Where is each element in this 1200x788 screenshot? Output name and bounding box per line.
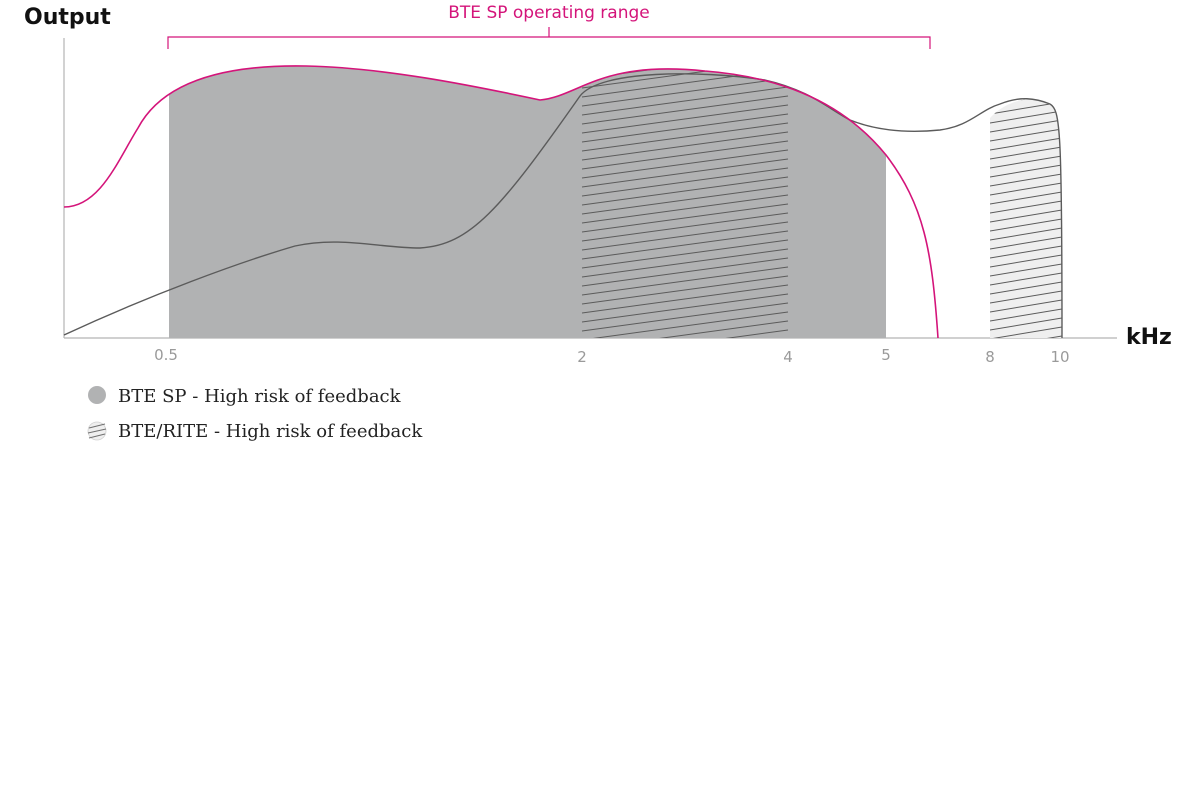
hatch-line [581, 212, 789, 242]
hatch-line [990, 263, 1062, 277]
hatch-line [581, 131, 789, 161]
hatch-line [990, 182, 1062, 196]
hatch-line [990, 254, 1062, 268]
hatch-line [581, 167, 789, 197]
legend-label: BTE/RITE - High risk of feedback [118, 421, 423, 442]
hatch-line [581, 140, 789, 170]
hatch-line [581, 257, 789, 287]
hatch-line [990, 155, 1062, 169]
hatch-line [990, 281, 1062, 295]
hatch-line [581, 113, 789, 143]
legend-swatch-hatched [87, 423, 107, 439]
hatch-line [581, 284, 789, 314]
hatch-line [581, 293, 789, 323]
hatch-line [581, 203, 789, 233]
x-tick-label: 4 [783, 348, 793, 366]
hatch-line [581, 65, 789, 71]
bte-rite-risk-region-2 [990, 84, 1062, 338]
hatch-line [581, 149, 789, 179]
hatch-line [581, 86, 789, 116]
hatch-line [990, 326, 1062, 338]
hatch-line [990, 227, 1062, 241]
legend-item-solid: BTE SP - High risk of feedback [88, 386, 402, 407]
x-axis-title: kHz [1126, 325, 1172, 350]
bte-rite-risk-region-2-outline [1049, 103, 1063, 339]
x-tick-label: 2 [577, 348, 587, 366]
hatch-line [581, 104, 789, 134]
hatch-line [581, 221, 789, 251]
hatch-line [990, 272, 1062, 286]
hatch-line [581, 302, 789, 332]
hatch-line [990, 164, 1062, 178]
x-tick-labels: 0.5 2 4 5 8 10 [154, 346, 1069, 366]
operating-range-label: BTE SP operating range [448, 3, 650, 23]
hatch-line [581, 194, 789, 224]
x-tick-label: 5 [881, 346, 891, 364]
hatch-line [990, 236, 1062, 250]
legend-item-hatched: BTE/RITE - High risk of feedback [87, 421, 423, 442]
hatch-line [581, 275, 789, 305]
hatch-line [990, 173, 1062, 187]
hatch-line [990, 119, 1062, 133]
hatch-line [990, 128, 1062, 142]
hatch-line [581, 77, 789, 107]
hatch-line [990, 191, 1062, 205]
hatch-line [581, 158, 789, 188]
hatch-line [581, 266, 789, 296]
hatch-line [990, 290, 1062, 304]
operating-range-curve [63, 65, 939, 339]
bte-sp-risk-region-group [169, 65, 886, 338]
hatch-line [581, 176, 789, 206]
hatch-line [990, 299, 1062, 313]
hatch-line [990, 308, 1062, 322]
hatch-line [990, 209, 1062, 223]
hatch-line [990, 218, 1062, 232]
gray-curve [63, 73, 1051, 336]
hatch-line [990, 137, 1062, 151]
x-tick-label: 8 [985, 348, 995, 366]
hatch-line [990, 146, 1062, 160]
legend: BTE SP - High risk of feedback BTE/RITE … [87, 386, 423, 442]
hatch-line [990, 200, 1062, 214]
hatch-line [581, 95, 789, 125]
operating-range-bracket [167, 27, 931, 49]
hatch-line [581, 230, 789, 260]
hatch-line [990, 317, 1062, 331]
hatch-line [581, 122, 789, 152]
hatch-line [990, 245, 1062, 259]
bte-rite-risk-region-2-group [990, 84, 1062, 338]
hatch-line [581, 248, 789, 278]
hatch-line [581, 311, 789, 338]
y-axis-title: Output [24, 5, 111, 30]
hatch-line [990, 110, 1062, 124]
x-tick-label: 10 [1050, 348, 1069, 366]
hatch-line [990, 84, 1062, 96]
x-tick-label: 0.5 [154, 346, 178, 364]
hatch-line [581, 185, 789, 215]
hatch-line [581, 320, 789, 338]
bte-sp-risk-region [169, 65, 886, 338]
hatch-line [581, 329, 789, 338]
legend-swatch-solid [88, 386, 106, 404]
hatch-line [581, 239, 789, 269]
legend-label: BTE SP - High risk of feedback [118, 386, 402, 407]
